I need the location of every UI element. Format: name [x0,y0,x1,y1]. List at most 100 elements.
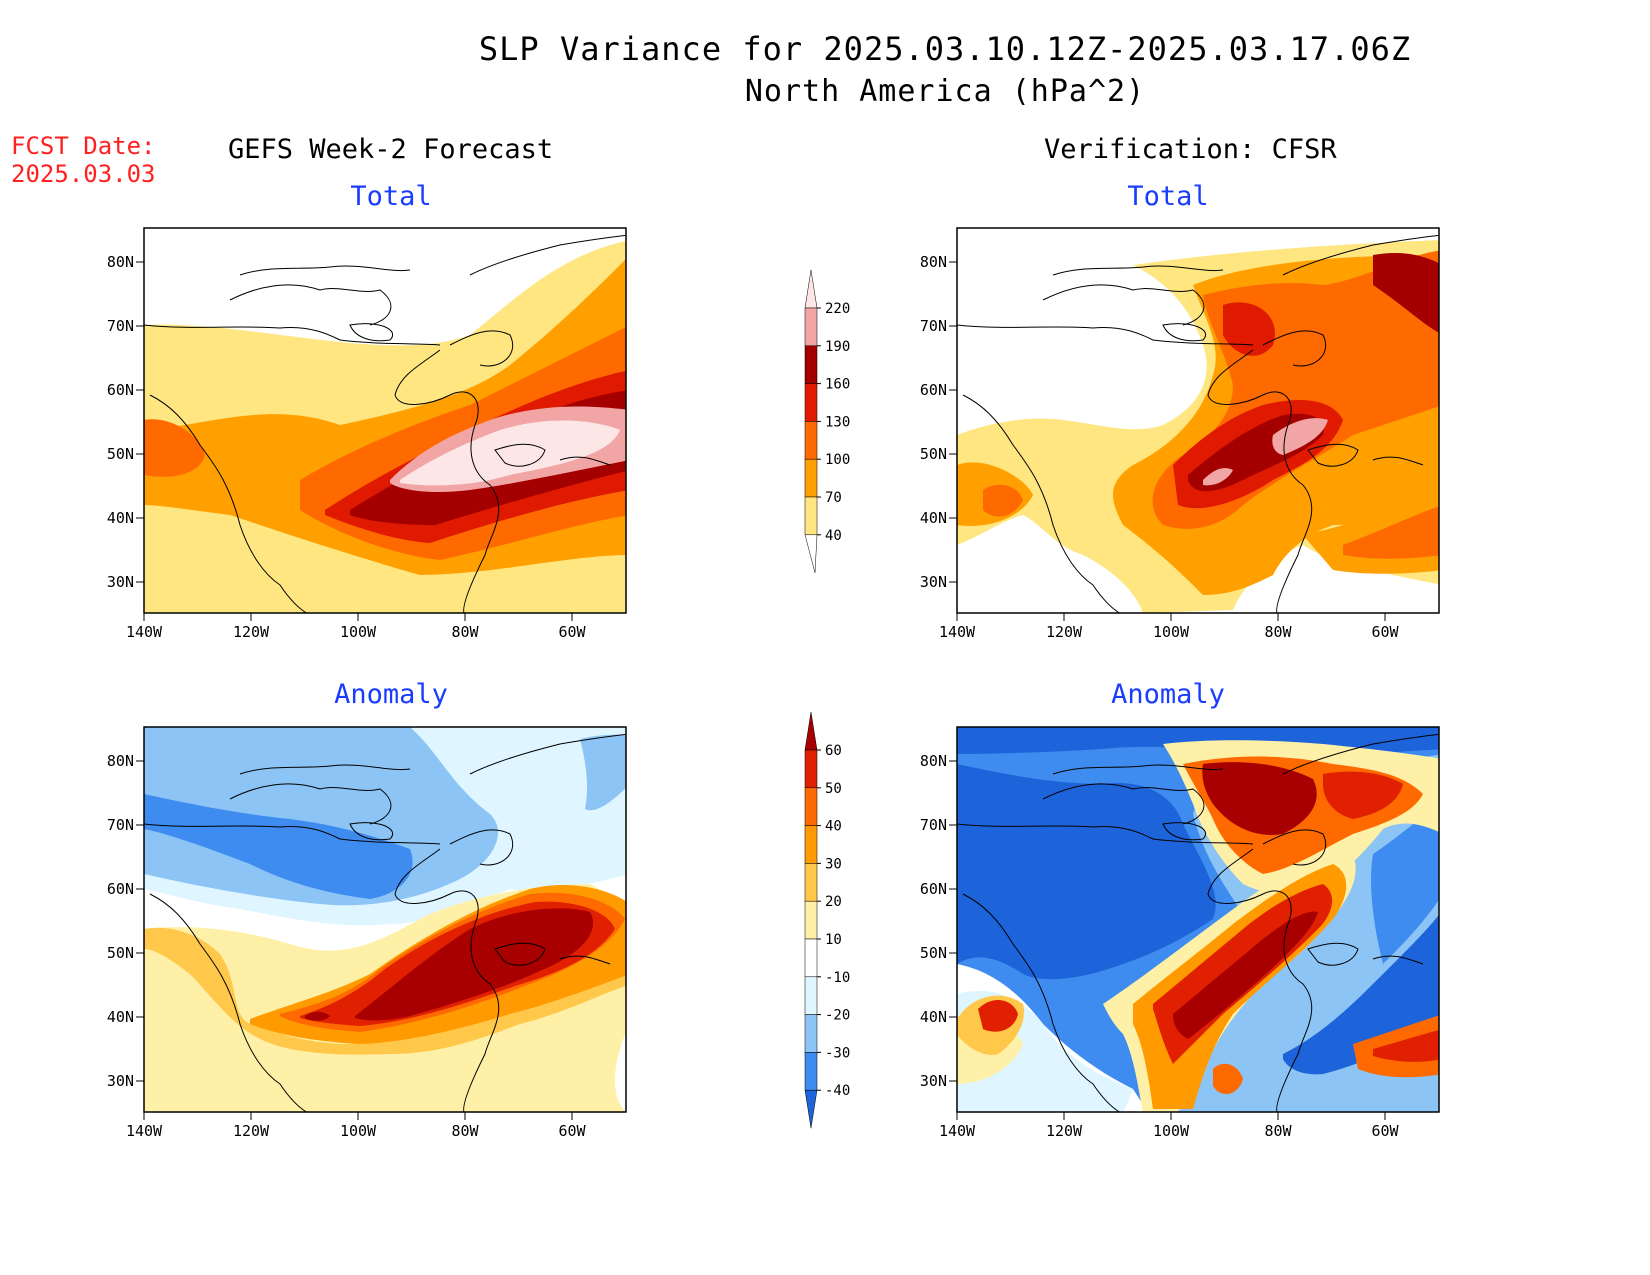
forecast-column-title: GEFS Week-2 Forecast [228,134,554,165]
main-title: SLP Variance for 2025.03.10.12Z-2025.03.… [478,30,1412,68]
coastline-outline [144,234,626,613]
lat-label: 60N [920,381,947,399]
lon-label: 140W [126,1122,163,1140]
colorbar-swatch [804,976,818,1015]
lon-axis: 140W 120W 100W 80W 60W [939,613,1400,641]
lon-label: 100W [340,1122,377,1140]
colorbar-swatch [804,307,818,347]
lat-label: 40N [107,1008,134,1026]
lat-label: 70N [920,317,947,335]
lon-axis: 140W 120W 100W 80W 60W [126,613,587,641]
lon-label: 80W [451,623,479,641]
lon-label: 60W [558,623,586,641]
colorbar-tick-label: 40 [825,528,842,544]
total-colorbar-swatches [804,270,818,573]
forecast-anomaly-subtitle: Anomaly [334,679,448,710]
colorbar-swatch [804,1052,818,1091]
lon-label: 100W [1153,623,1190,641]
colorbar-swatch [804,900,818,940]
colorbar-tick-label: 190 [825,339,850,355]
lat-label: 50N [107,944,134,962]
colorbar-swatch [804,825,818,864]
colorbar-swatch [804,496,818,536]
lon-label: 140W [939,623,976,641]
colorbar-tick-label: 130 [825,414,850,430]
lat-label: 50N [920,445,947,463]
colorbar-tick-label: 100 [825,452,850,468]
colorbar-tick-label: 40 [825,819,842,835]
lon-label: 100W [340,623,377,641]
lat-label: 60N [920,880,947,898]
forecast-total-subtitle: Total [350,181,432,212]
lon-label: 120W [233,1122,270,1140]
lon-label: 60W [558,1122,586,1140]
lat-label: 70N [107,317,134,335]
coastline-outline [957,733,1439,1112]
forecast-total-map: 80N 70N 60N 50N 40N 30N 140W 120W 100W 8… [107,227,627,641]
lat-axis: 80N 70N 60N 50N 40N 30N [107,253,144,591]
lon-label: 100W [1153,1122,1190,1140]
anomaly-colorbar-swatches [804,711,818,1129]
lat-label: 30N [107,573,134,591]
colorbar-tick-label: -40 [825,1083,850,1099]
lat-label: 50N [107,445,134,463]
lat-label: 40N [107,509,134,527]
lat-axis: 80N 70N 60N 50N 40N 30N [920,752,957,1090]
colorbar-tick-label: 50 [825,781,842,797]
colorbar-swatch [804,383,818,422]
lon-label: 120W [1046,623,1083,641]
colorbar-swatch [804,749,818,789]
lat-axis: 80N 70N 60N 50N 40N 30N [107,752,144,1090]
lon-label: 140W [126,623,163,641]
lat-label: 70N [920,816,947,834]
lat-label: 70N [107,816,134,834]
forecast-total-field [144,228,626,613]
lat-label: 30N [920,1072,947,1090]
colorbar-tick-label: 220 [825,301,850,317]
colorbar-swatch [804,345,818,384]
verification-total-subtitle: Total [1127,181,1209,212]
lat-label: 60N [107,880,134,898]
lat-label: 50N [920,944,947,962]
lon-label: 80W [1264,623,1292,641]
fcst-date-label: FCST Date: [11,132,156,160]
fcst-date-value: 2025.03.03 [11,160,156,188]
lat-label: 80N [107,253,134,271]
lon-label: 120W [1046,1122,1083,1140]
lat-label: 30N [920,573,947,591]
colorbar-extension-top [804,711,818,751]
verification-total-map: 80N 70N 60N 50N 40N 30N 140W 120W 100W 8… [920,227,1440,641]
lat-label: 80N [107,752,134,770]
verification-anomaly-field [957,727,1439,1112]
colorbar-extension-top [804,270,818,309]
colorbar-tick-label: 20 [825,894,842,910]
lon-label: 80W [1264,1122,1292,1140]
anomaly-colorbar-labels: 60 50 40 30 20 10 -10 -20 -30 -40 [817,743,850,1099]
verification-anomaly-subtitle: Anomaly [1111,679,1225,710]
lat-label: 80N [920,253,947,271]
lat-label: 60N [107,381,134,399]
colorbar-tick-label: 70 [825,490,842,506]
colorbar-extension-bottom [804,1089,818,1129]
verification-column-title: Verification: CFSR [1044,134,1337,165]
main-subtitle: North America (hPa^2) [744,74,1146,109]
colorbar-swatch [804,863,818,902]
total-colorbar: 220 190 160 130 100 70 40 [804,270,850,573]
colorbar-tick-label: -30 [825,1045,850,1061]
lon-label: 120W [233,623,270,641]
colorbar-tick-label: 160 [825,377,850,393]
lon-axis: 140W 120W 100W 80W 60W [939,1112,1400,1140]
colorbar-tick-label: 30 [825,856,842,872]
lon-axis: 140W 120W 100W 80W 60W [126,1112,587,1140]
colorbar-tick-label: 10 [825,932,842,948]
colorbar-tick-label: -10 [825,970,850,986]
lon-label: 60W [1371,1122,1399,1140]
colorbar-tick-label: 60 [825,743,842,759]
lon-label: 80W [451,1122,479,1140]
forecast-anomaly-field [144,727,626,1112]
total-colorbar-labels: 220 190 160 130 100 70 40 [817,301,850,544]
lat-label: 30N [107,1072,134,1090]
colorbar-swatch [804,458,818,498]
lon-label: 60W [1371,623,1399,641]
coastline-outline [144,733,626,1112]
